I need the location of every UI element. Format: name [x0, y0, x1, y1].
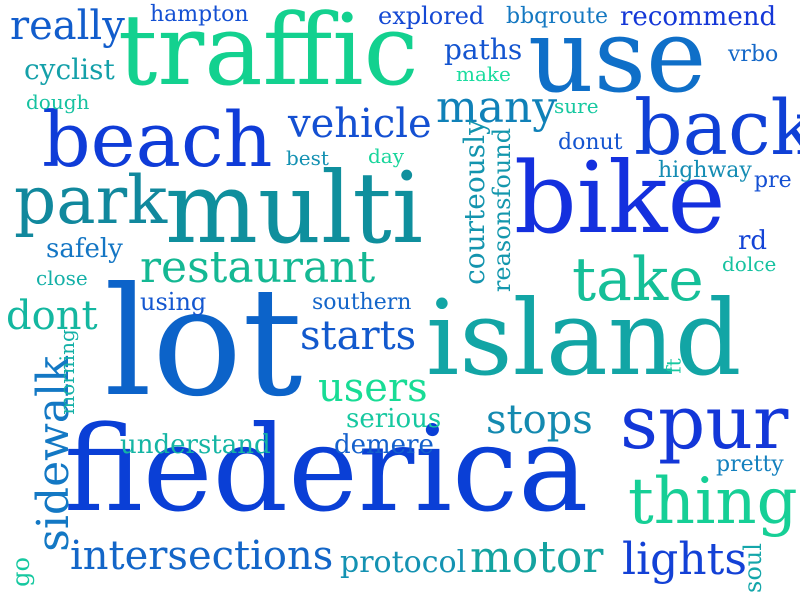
- word-day: day: [368, 144, 405, 168]
- word-go: go: [6, 557, 35, 587]
- word-lights: lights: [622, 534, 747, 585]
- word-rd: rd: [738, 226, 768, 256]
- word-paths: paths: [444, 33, 523, 66]
- word-bike: bike: [514, 142, 726, 256]
- word-sure: sure: [554, 94, 599, 118]
- word-traffic: traffic: [118, 0, 419, 108]
- word-really: really: [10, 3, 125, 49]
- word-multi: multi: [165, 152, 424, 266]
- word-dough: dough: [26, 90, 90, 114]
- word-take: take: [572, 245, 704, 315]
- word-explored: explored: [378, 2, 485, 30]
- word-serious: serious: [346, 404, 442, 434]
- word-make: make: [456, 62, 511, 86]
- word-park: park: [14, 162, 168, 239]
- word-beach: beach: [42, 95, 273, 184]
- word-donut: donut: [558, 130, 623, 155]
- word-dolce: dolce: [722, 252, 777, 276]
- word-recommend: recommend: [620, 2, 777, 32]
- word-intersections: intersections: [70, 533, 334, 579]
- word-thing: thing: [628, 465, 798, 539]
- word-cyclist: cyclist: [24, 53, 115, 86]
- word-pre: pre: [754, 168, 792, 193]
- word-protocol: protocol: [340, 545, 467, 580]
- word-southern: southern: [312, 290, 412, 315]
- word-stops: stops: [486, 397, 593, 443]
- word-demere: demere: [334, 430, 434, 460]
- word-pretty: pretty: [716, 452, 784, 477]
- word-morning: morning: [54, 329, 79, 415]
- word-restaurant: restaurant: [140, 242, 376, 293]
- word-hampton: hampton: [150, 2, 249, 27]
- word-using: using: [140, 288, 207, 316]
- word-use: use: [528, 0, 707, 116]
- word-dont: dont: [6, 293, 98, 339]
- word-close: close: [36, 266, 88, 290]
- word-island: island: [426, 277, 742, 399]
- word-spur: spur: [620, 380, 789, 466]
- word-ft: ft: [661, 358, 686, 374]
- word-lot: lot: [104, 256, 303, 430]
- word-bbqroute: bbqroute: [506, 4, 609, 29]
- word-best: best: [286, 146, 329, 170]
- word-vrbo: vrbo: [728, 42, 779, 67]
- word-many: many: [436, 82, 558, 133]
- word-safely: safely: [46, 234, 123, 264]
- word-starts: starts: [300, 313, 417, 359]
- word-understand: understand: [120, 430, 271, 460]
- word-highway: highway: [658, 158, 752, 183]
- word-back: back: [634, 83, 800, 172]
- word-soul: soul: [738, 543, 767, 593]
- word-vehicle: vehicle: [288, 101, 432, 147]
- word-reasonsfound: reasonsfound: [488, 127, 517, 293]
- word-courteously: courteously: [457, 119, 491, 285]
- word-frederica: fiederica: [64, 400, 589, 538]
- word-motor: motor: [470, 532, 604, 583]
- word-users: users: [318, 365, 428, 411]
